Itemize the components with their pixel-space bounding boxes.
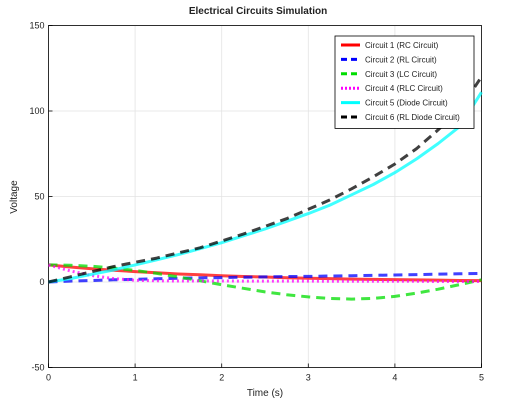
x-tick-label: 5 <box>479 373 484 383</box>
x-tick-label: 3 <box>306 373 311 383</box>
y-tick-label: 100 <box>29 106 44 116</box>
series-line-2 <box>48 271 482 284</box>
legend-label-2: Circuit 2 (RL Circuit) <box>365 55 437 64</box>
legend-label-4: Circuit 4 (RLC Circuit) <box>365 84 443 93</box>
legend-label-3: Circuit 3 (LC Circuit) <box>365 70 437 79</box>
y-tick-label: -50 <box>31 363 44 373</box>
x-axis-ticks: 0 1 2 3 4 5 <box>46 363 484 383</box>
y-axis-label: Voltage <box>9 180 20 214</box>
y-tick-label: 150 <box>29 21 44 31</box>
legend-box <box>334 35 475 129</box>
x-axis-label: Time (s) <box>247 388 283 399</box>
legend-label-6: Circuit 6 (RL Diode Circuit) <box>365 113 460 122</box>
y-tick-label: 50 <box>34 192 44 202</box>
chart-title: Electrical Circuits Simulation <box>189 6 327 17</box>
legend-label-1: Circuit 1 (RC Circuit) <box>365 41 439 50</box>
x-tick-label: 2 <box>219 373 224 383</box>
y-tick-label: 0 <box>39 277 44 287</box>
legend-label-5: Circuit 5 (Diode Circuit) <box>365 99 448 108</box>
y-axis-ticks: -50 0 50 100 150 <box>29 21 53 373</box>
x-tick-label: 4 <box>392 373 397 383</box>
x-tick-label: 1 <box>133 373 138 383</box>
series-group <box>48 75 483 301</box>
x-tick-label: 0 <box>46 373 51 383</box>
legend: Circuit 1 (RC Circuit) Circuit 2 (RL Circ… <box>334 35 475 129</box>
series-line-5 <box>48 91 483 284</box>
series-line-3 <box>48 263 482 301</box>
